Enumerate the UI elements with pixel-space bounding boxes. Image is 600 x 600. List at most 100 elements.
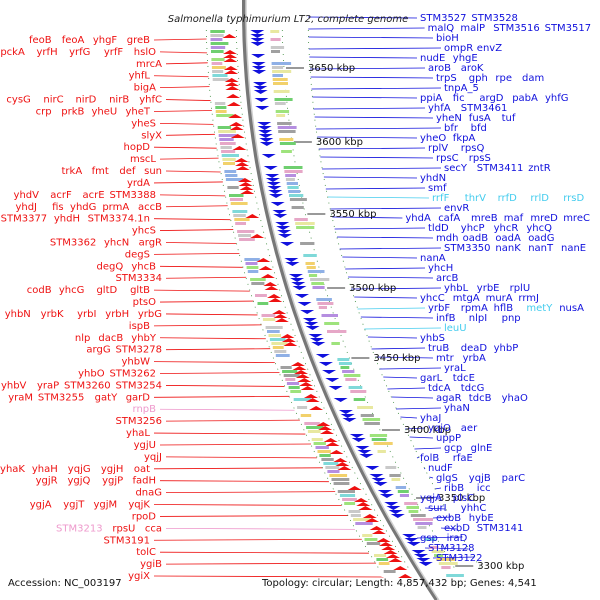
forward-gene-arrow xyxy=(276,226,291,230)
reverse-gene-arrow xyxy=(325,442,340,446)
forward-gene-arrow xyxy=(377,490,392,494)
leader-line xyxy=(165,419,300,422)
feature-block xyxy=(215,110,227,113)
gene-label: yhaK xyxy=(0,464,25,475)
gene-label: pnp xyxy=(502,313,521,324)
forward-gene-arrow xyxy=(308,334,323,338)
gene-label: nlpI xyxy=(469,313,487,324)
feature-block xyxy=(297,406,308,409)
leader-line xyxy=(153,504,342,506)
leader-line xyxy=(400,416,418,419)
feature-block xyxy=(224,170,237,173)
gene-label: mreD xyxy=(530,213,558,224)
gene-label: STM3262 xyxy=(109,369,156,380)
feature-block xyxy=(319,454,331,457)
forward-gene-arrow xyxy=(305,326,320,330)
feature-block xyxy=(284,170,303,173)
gene-label: yhbV xyxy=(1,380,27,391)
feature-block xyxy=(434,554,444,557)
leader-line xyxy=(337,236,434,239)
reverse-gene-arrow xyxy=(381,546,396,550)
gene-label: yqjJ xyxy=(144,452,162,463)
feature-block xyxy=(308,274,318,277)
scale-label: 3450 kbp xyxy=(373,353,420,364)
gene-label: feoA xyxy=(62,35,85,46)
reverse-gene-arrow xyxy=(297,378,312,382)
feature-block xyxy=(279,142,296,145)
gene-label: yhdV xyxy=(14,190,40,201)
gene-label: yhcC xyxy=(420,293,445,304)
feature-block xyxy=(239,238,255,241)
gene-label: rpsQ xyxy=(461,143,485,154)
leader-line xyxy=(165,313,258,316)
feature-block xyxy=(306,426,324,429)
gene-label: yhdJ xyxy=(15,202,37,213)
forward-gene-arrow xyxy=(250,42,265,46)
forward-gene-arrow xyxy=(258,130,273,134)
gene-label: codB xyxy=(27,285,52,296)
gene-label: glgS xyxy=(436,473,458,484)
forward-gene-arrow xyxy=(355,446,370,450)
forward-gene-arrow xyxy=(270,202,285,206)
gene-label: STM3254 xyxy=(115,380,162,391)
gene-label: rpsC xyxy=(436,153,459,164)
feature-block xyxy=(225,174,238,177)
forward-gene-arrow xyxy=(266,182,281,186)
feature-block xyxy=(210,46,226,49)
gene-label: murA xyxy=(486,293,513,304)
feature-block xyxy=(210,30,225,33)
feature-block xyxy=(342,498,357,501)
gene-label: exbD xyxy=(444,523,470,534)
feature-block xyxy=(280,366,292,369)
leader-line xyxy=(367,336,418,339)
forward-gene-arrow xyxy=(284,258,299,262)
forward-gene-arrow xyxy=(379,494,394,498)
forward-gene-arrow xyxy=(267,186,282,190)
leader-line xyxy=(424,467,426,470)
gene-tracks xyxy=(210,30,464,578)
feature-block xyxy=(397,490,409,493)
feature-block xyxy=(383,570,396,573)
leader-line xyxy=(354,296,418,299)
gene-label: bfr xyxy=(444,123,459,134)
feature-block xyxy=(357,406,373,409)
gene-label: thrV xyxy=(465,193,486,204)
reverse-gene-arrow xyxy=(378,542,393,546)
feature-block xyxy=(225,178,244,181)
leader-line xyxy=(153,289,250,292)
feature-block xyxy=(331,478,350,481)
reverse-gene-arrow xyxy=(222,34,237,38)
leader-line xyxy=(379,367,442,370)
feature-block xyxy=(406,506,419,509)
gene-label: oadG xyxy=(528,233,554,244)
reverse-gene-arrow xyxy=(371,530,386,534)
leader-line xyxy=(165,385,285,387)
forward-gene-arrow xyxy=(250,38,265,42)
feature-block xyxy=(230,202,248,205)
feature-block xyxy=(315,446,329,449)
gene-label: yhcR xyxy=(494,223,519,234)
forward-gene-arrow xyxy=(373,482,388,486)
reverse-gene-arrow xyxy=(356,502,371,506)
reverse-gene-arrow xyxy=(273,314,288,318)
reverse-gene-arrow xyxy=(274,318,289,322)
feature-block xyxy=(210,34,224,37)
gene-label: yhbP xyxy=(494,343,519,354)
feature-block xyxy=(300,242,315,245)
feature-block xyxy=(307,430,321,433)
gene-label: arcB xyxy=(436,273,459,284)
forward-gene-arrow xyxy=(325,378,340,382)
forward-gene-arrow xyxy=(318,362,333,366)
leader-line xyxy=(308,47,442,50)
forward-gene-arrow xyxy=(333,398,348,402)
feature-block xyxy=(413,518,433,521)
feature-block xyxy=(270,38,281,41)
feature-block xyxy=(217,126,232,129)
gene-label: yqjO xyxy=(428,423,451,434)
backbone-highlight xyxy=(245,0,440,600)
gene-label: yhaH xyxy=(32,464,58,475)
forward-gene-arrow xyxy=(258,134,273,138)
reverse-gene-arrow xyxy=(388,558,403,562)
feature-block xyxy=(288,386,300,389)
gene-label: STM3388 xyxy=(109,190,156,201)
